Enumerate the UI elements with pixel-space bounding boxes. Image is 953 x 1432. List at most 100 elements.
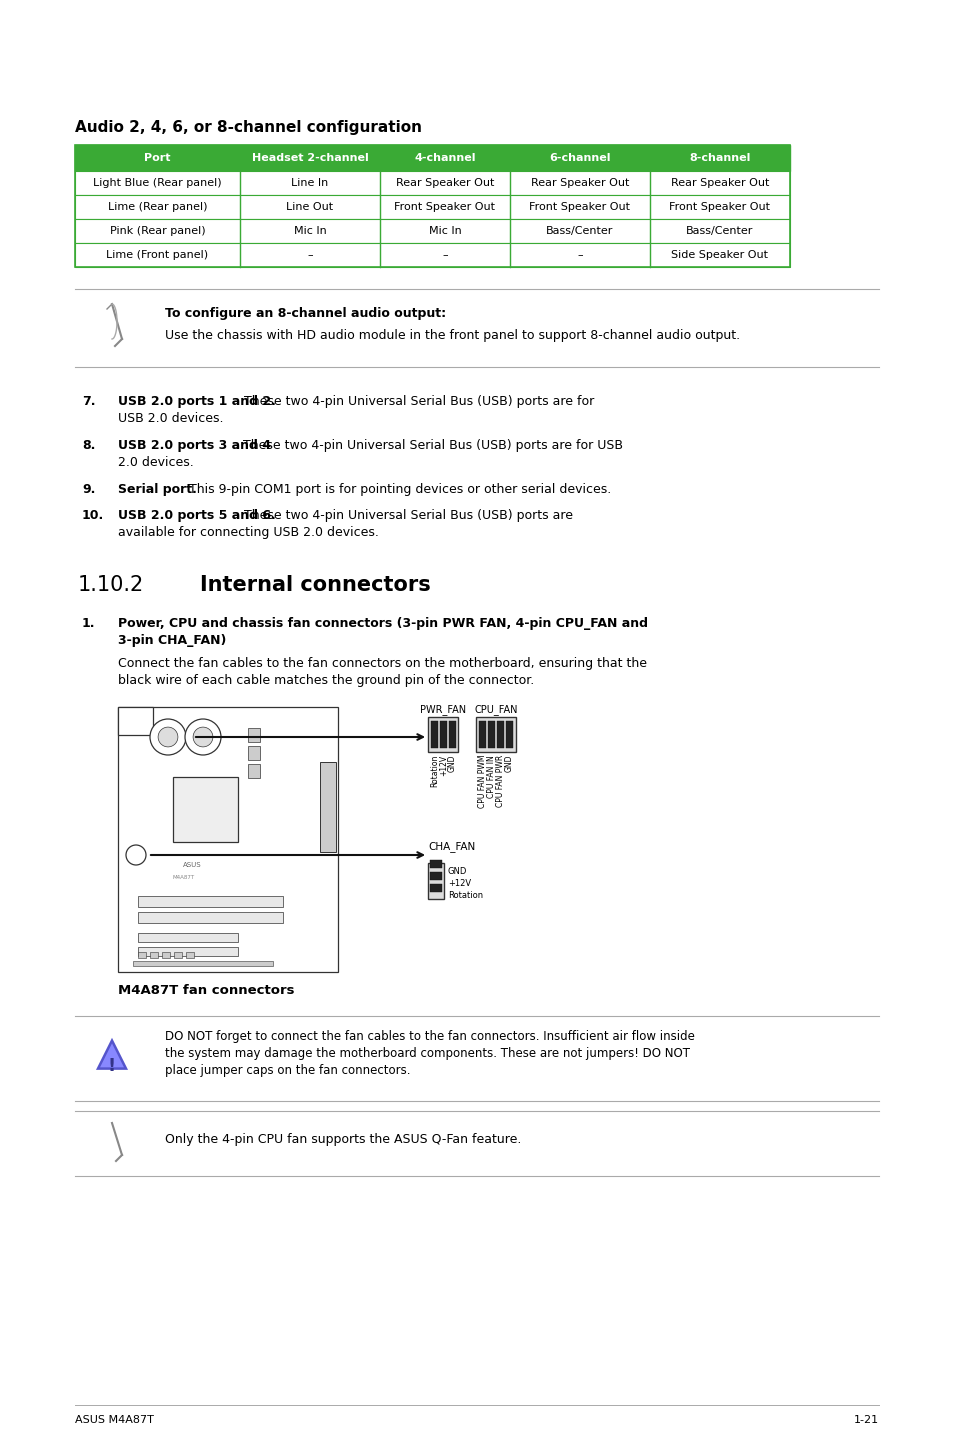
- Text: CPU FAN PWM: CPU FAN PWM: [477, 755, 486, 809]
- Text: 7.: 7.: [82, 395, 95, 408]
- Text: Line In: Line In: [291, 178, 328, 188]
- Bar: [430, 884, 441, 892]
- Text: GND: GND: [504, 755, 514, 772]
- Text: Audio 2, 4, 6, or 8-channel configuration: Audio 2, 4, 6, or 8-channel configuratio…: [75, 120, 421, 135]
- Text: Front Speaker Out: Front Speaker Out: [529, 202, 630, 212]
- Text: Only the 4-pin CPU fan supports the ASUS Q-Fan feature.: Only the 4-pin CPU fan supports the ASUS…: [165, 1133, 521, 1146]
- Text: +12V: +12V: [438, 755, 448, 776]
- Text: Connect the fan cables to the fan connectors on the motherboard, ensuring that t: Connect the fan cables to the fan connec…: [118, 657, 646, 670]
- Bar: [430, 861, 441, 868]
- Text: black wire of each cable matches the ground pin of the connector.: black wire of each cable matches the gro…: [118, 674, 534, 687]
- Circle shape: [158, 727, 177, 748]
- Bar: [75, 219, 789, 243]
- Text: This 9-pin COM1 port is for pointing devices or other serial devices.: This 9-pin COM1 port is for pointing dev…: [185, 483, 610, 495]
- Bar: [428, 717, 457, 752]
- Bar: [248, 727, 260, 742]
- Circle shape: [126, 845, 146, 865]
- Bar: [138, 934, 237, 942]
- Bar: [75, 170, 789, 195]
- Bar: [118, 707, 152, 735]
- Circle shape: [193, 727, 213, 748]
- Text: GND: GND: [448, 868, 467, 876]
- Text: CHA_FAN: CHA_FAN: [428, 841, 475, 852]
- Bar: [138, 952, 146, 958]
- Text: –: –: [442, 251, 447, 261]
- Text: Rear Speaker Out: Rear Speaker Out: [530, 178, 629, 188]
- Text: Bass/Center: Bass/Center: [546, 226, 613, 236]
- Bar: [132, 961, 273, 967]
- Bar: [75, 195, 789, 219]
- Bar: [186, 952, 193, 958]
- Text: available for connecting USB 2.0 devices.: available for connecting USB 2.0 devices…: [118, 526, 378, 538]
- Text: PWR_FAN: PWR_FAN: [419, 705, 466, 715]
- Bar: [431, 720, 437, 748]
- Text: Front Speaker Out: Front Speaker Out: [395, 202, 495, 212]
- Text: USB 2.0 ports 5 and 6.: USB 2.0 ports 5 and 6.: [118, 508, 275, 523]
- Text: 6-channel: 6-channel: [549, 153, 610, 163]
- Text: Pink (Rear panel): Pink (Rear panel): [110, 226, 205, 236]
- Bar: [476, 717, 516, 752]
- Bar: [449, 720, 456, 748]
- Bar: [138, 947, 237, 957]
- Text: GND: GND: [448, 755, 456, 772]
- Text: These two 4-pin Universal Serial Bus (USB) ports are: These two 4-pin Universal Serial Bus (US…: [240, 508, 573, 523]
- Text: Internal connectors: Internal connectors: [200, 576, 431, 596]
- Bar: [150, 952, 158, 958]
- Text: ASUS: ASUS: [183, 862, 201, 868]
- Text: Serial port.: Serial port.: [118, 483, 196, 495]
- Bar: [75, 145, 789, 266]
- Text: Mic In: Mic In: [294, 226, 326, 236]
- Text: To configure an 8-channel audio output:: To configure an 8-channel audio output:: [165, 306, 446, 319]
- Text: Headset 2-channel: Headset 2-channel: [252, 153, 368, 163]
- Text: Lime (Rear panel): Lime (Rear panel): [108, 202, 207, 212]
- Text: Port: Port: [144, 153, 171, 163]
- Text: !: !: [108, 1057, 116, 1075]
- Text: CPU FAN PWR: CPU FAN PWR: [496, 755, 504, 808]
- Bar: [430, 872, 441, 881]
- Text: Rear Speaker Out: Rear Speaker Out: [670, 178, 768, 188]
- Bar: [248, 765, 260, 778]
- Circle shape: [185, 719, 221, 755]
- Text: 8-channel: 8-channel: [689, 153, 750, 163]
- Text: the system may damage the motherboard components. These are not jumpers! DO NOT: the system may damage the motherboard co…: [165, 1047, 689, 1060]
- Bar: [248, 746, 260, 760]
- Text: –: –: [577, 251, 582, 261]
- Bar: [428, 863, 443, 899]
- Text: Bass/Center: Bass/Center: [685, 226, 753, 236]
- Bar: [173, 952, 182, 958]
- Text: Side Speaker Out: Side Speaker Out: [671, 251, 768, 261]
- Bar: [75, 243, 789, 266]
- Text: USB 2.0 devices.: USB 2.0 devices.: [118, 412, 223, 425]
- Text: DO NOT forget to connect the fan cables to the fan connectors. Insufficient air : DO NOT forget to connect the fan cables …: [165, 1030, 694, 1042]
- Text: 2.0 devices.: 2.0 devices.: [118, 455, 193, 470]
- Bar: [138, 912, 283, 924]
- Text: Use the chassis with HD audio module in the front panel to support 8-channel aud: Use the chassis with HD audio module in …: [165, 329, 740, 342]
- Bar: [162, 952, 170, 958]
- Text: 9.: 9.: [82, 483, 95, 495]
- Text: Power, CPU and chassis fan connectors (3-pin PWR FAN, 4-pin CPU_FAN and: Power, CPU and chassis fan connectors (3…: [118, 617, 647, 630]
- Bar: [319, 762, 335, 852]
- Text: place jumper caps on the fan connectors.: place jumper caps on the fan connectors.: [165, 1064, 410, 1077]
- Bar: [118, 707, 337, 972]
- Text: Mic In: Mic In: [428, 226, 461, 236]
- Text: Line Out: Line Out: [286, 202, 334, 212]
- Text: 1.10.2: 1.10.2: [78, 576, 144, 596]
- Text: Rotation: Rotation: [448, 892, 482, 901]
- Text: CPU_FAN: CPU_FAN: [474, 705, 517, 715]
- Text: 1.: 1.: [82, 617, 95, 630]
- Text: Lime (Front panel): Lime (Front panel): [107, 251, 209, 261]
- Text: ASUS M4A87T: ASUS M4A87T: [75, 1415, 153, 1425]
- Text: CPU FAN IN: CPU FAN IN: [486, 755, 496, 798]
- Polygon shape: [98, 1041, 126, 1068]
- Bar: [497, 720, 503, 748]
- Bar: [478, 720, 485, 748]
- Text: 4-channel: 4-channel: [414, 153, 476, 163]
- Bar: [488, 720, 495, 748]
- Text: Light Blue (Rear panel): Light Blue (Rear panel): [93, 178, 222, 188]
- Text: –: –: [307, 251, 313, 261]
- Text: M4A87T: M4A87T: [172, 875, 195, 881]
- Text: 8.: 8.: [82, 440, 95, 453]
- Text: USB 2.0 ports 3 and 4: USB 2.0 ports 3 and 4: [118, 440, 271, 453]
- Text: M4A87T fan connectors: M4A87T fan connectors: [118, 984, 294, 997]
- Text: Rotation: Rotation: [430, 755, 438, 788]
